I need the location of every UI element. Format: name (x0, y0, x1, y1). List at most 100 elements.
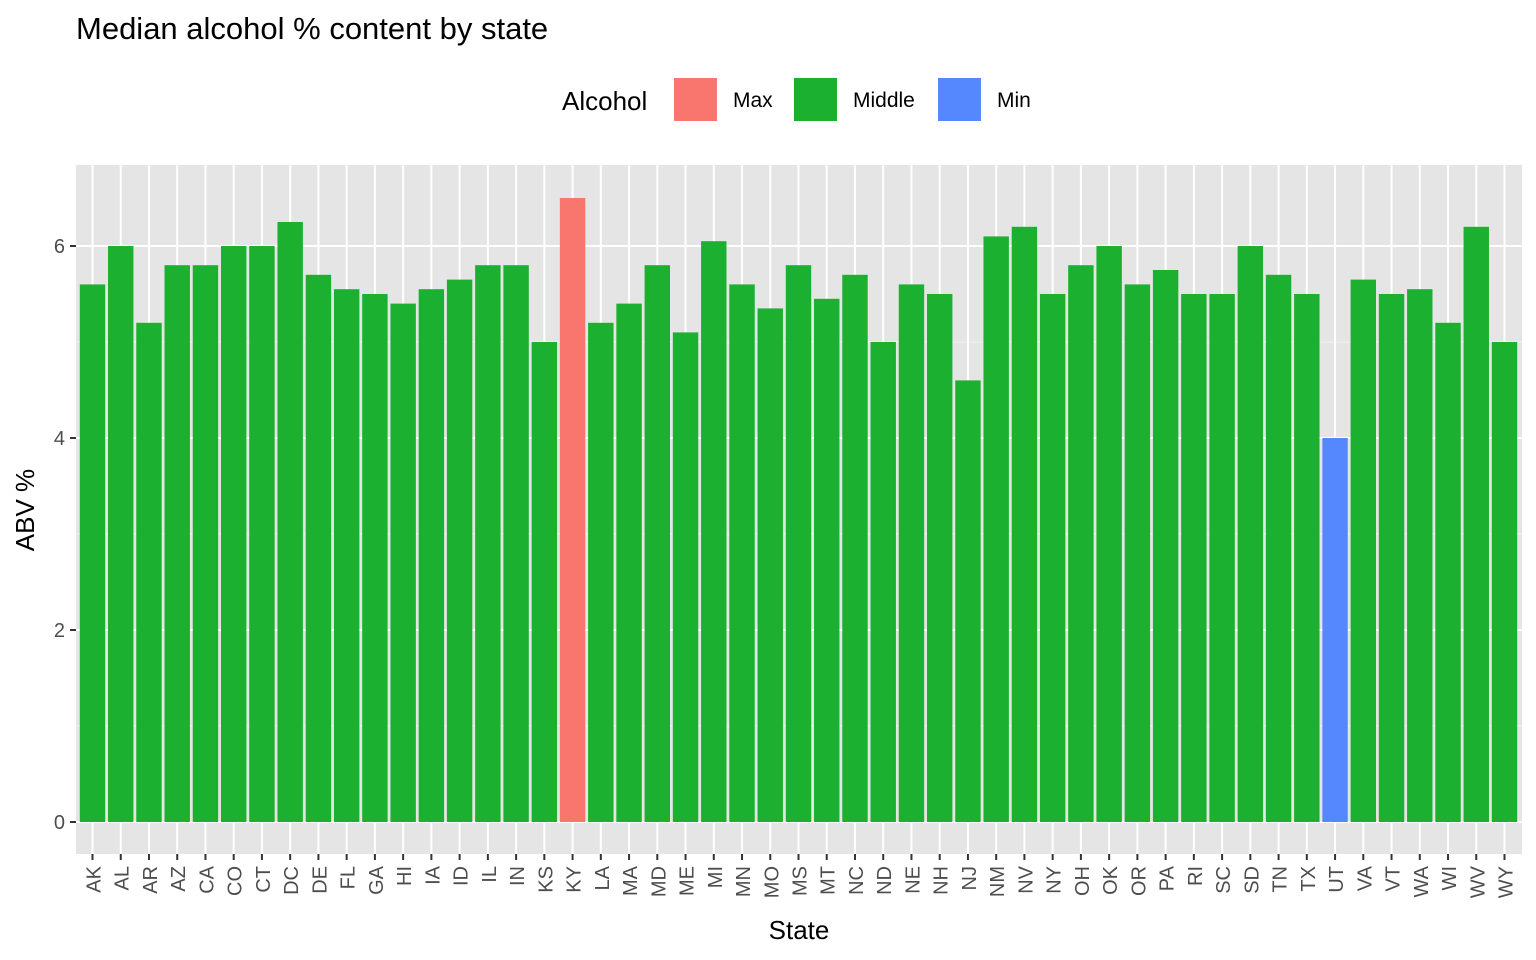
x-tick-label: NE (902, 866, 924, 894)
bar-me (672, 332, 699, 822)
x-axis-label: State (769, 915, 830, 945)
x-tick-label: OH (1072, 866, 1094, 896)
x-tick-label: CA (196, 865, 218, 893)
legend: Alcohol Max Middle Min (562, 78, 1031, 121)
bar-co (220, 246, 247, 822)
y-tick-label: 6 (54, 236, 65, 258)
bar-vt (1378, 294, 1405, 822)
bars (79, 198, 1518, 823)
x-tick-label: KY (564, 866, 586, 893)
x-tick-label: SD (1241, 866, 1263, 894)
bar-ne (898, 284, 925, 822)
x-tick-label: MT (818, 866, 840, 895)
bar-sd (1237, 246, 1264, 822)
bar-il (475, 265, 501, 822)
y-axis-label: ABV % (10, 469, 40, 551)
bar-mt (814, 298, 840, 822)
bar-va (1350, 279, 1377, 823)
x-tick-label: HI (394, 866, 416, 886)
legend-label-max: Max (733, 89, 773, 112)
x-tick-label: KS (535, 866, 557, 893)
bar-ak (79, 284, 106, 822)
x-tick-label: CT (253, 866, 275, 893)
x-tick-label: NJ (959, 866, 981, 890)
x-tick-label: RI (1185, 866, 1207, 886)
x-tick-label: AR (140, 866, 162, 894)
bar-pa (1152, 270, 1179, 822)
bar-la (588, 322, 614, 822)
x-tick-label: WY (1496, 866, 1518, 898)
bar-nm (983, 236, 1009, 822)
x-tick-label: MS (790, 866, 812, 896)
x-tick-label: CO (225, 866, 247, 896)
bar-ca (192, 265, 219, 822)
x-tick-label: NV (1015, 865, 1037, 893)
y-axis: 0 2 4 6 (54, 236, 76, 834)
bar-dc (277, 222, 303, 822)
x-tick-label: TX (1298, 866, 1320, 892)
bar-ct (249, 246, 275, 822)
bar-hi (390, 303, 416, 823)
x-tick-label: NH (931, 866, 953, 895)
bar-mi (701, 241, 727, 822)
legend-label-min: Min (997, 89, 1031, 112)
bar-tn (1265, 274, 1292, 822)
bar-nh (926, 294, 953, 822)
bar-ut (1322, 438, 1348, 822)
bar-ms (785, 265, 812, 822)
bar-wy (1491, 342, 1518, 822)
bar-ga (362, 294, 388, 822)
bar-or (1124, 284, 1151, 822)
bar-ks (531, 342, 558, 822)
legend-key-min (938, 78, 981, 121)
bar-ny (1039, 294, 1066, 822)
x-tick-label: OK (1100, 865, 1122, 895)
x-tick-label: OR (1128, 866, 1150, 896)
x-tick-label: LA (592, 865, 614, 890)
bar-ia (418, 289, 445, 822)
x-tick-label: AL (112, 866, 134, 890)
legend-label-middle: Middle (853, 89, 915, 112)
x-tick-label: MI (705, 866, 727, 888)
x-tick-label: TN (1270, 866, 1292, 893)
bar-md (644, 265, 671, 822)
bar-mo (757, 308, 783, 822)
x-tick-label: ND (874, 866, 896, 895)
x-tick-label: WA (1411, 865, 1433, 897)
bar-al (108, 246, 134, 822)
bar-wi (1435, 322, 1461, 822)
x-tick-label: SC (1213, 866, 1235, 894)
bar-nj (955, 380, 981, 822)
x-tick-label: AK (84, 865, 106, 892)
x-tick-label: FL (338, 866, 360, 889)
bar-sc (1209, 294, 1235, 822)
x-tick-label: NC (846, 866, 868, 895)
bar-in (503, 265, 529, 822)
x-tick-label: GA (366, 865, 388, 895)
bar-nd (870, 342, 896, 822)
bar-ky (559, 198, 586, 822)
x-tick-label: WV (1467, 865, 1489, 898)
x-axis: AK AL AR AZ CA CO CT DC DE FL GA HI IA ID IL IN KS KY LA MA… (84, 854, 1518, 898)
x-tick-label: MD (648, 866, 670, 897)
bar-fl (333, 289, 360, 822)
bar-ok (1096, 246, 1122, 822)
x-tick-label: IL (479, 866, 501, 883)
bar-ri (1181, 294, 1207, 822)
x-tick-label: DC (281, 866, 303, 895)
legend-key-middle (794, 78, 837, 121)
bar-tx (1294, 294, 1320, 822)
y-tick-label: 2 (54, 620, 65, 642)
bar-wa (1407, 289, 1433, 822)
x-tick-label: ME (677, 866, 699, 896)
chart-title: Median alcohol % content by state (76, 11, 548, 46)
bar-ar (136, 322, 162, 822)
x-tick-label: NM (987, 866, 1009, 897)
bar-wv (1463, 226, 1489, 823)
x-tick-label: UT (1326, 866, 1348, 893)
x-tick-label: WI (1439, 866, 1461, 890)
bar-oh (1068, 265, 1094, 822)
x-tick-label: NY (1044, 866, 1066, 894)
bar-nc (842, 274, 868, 822)
